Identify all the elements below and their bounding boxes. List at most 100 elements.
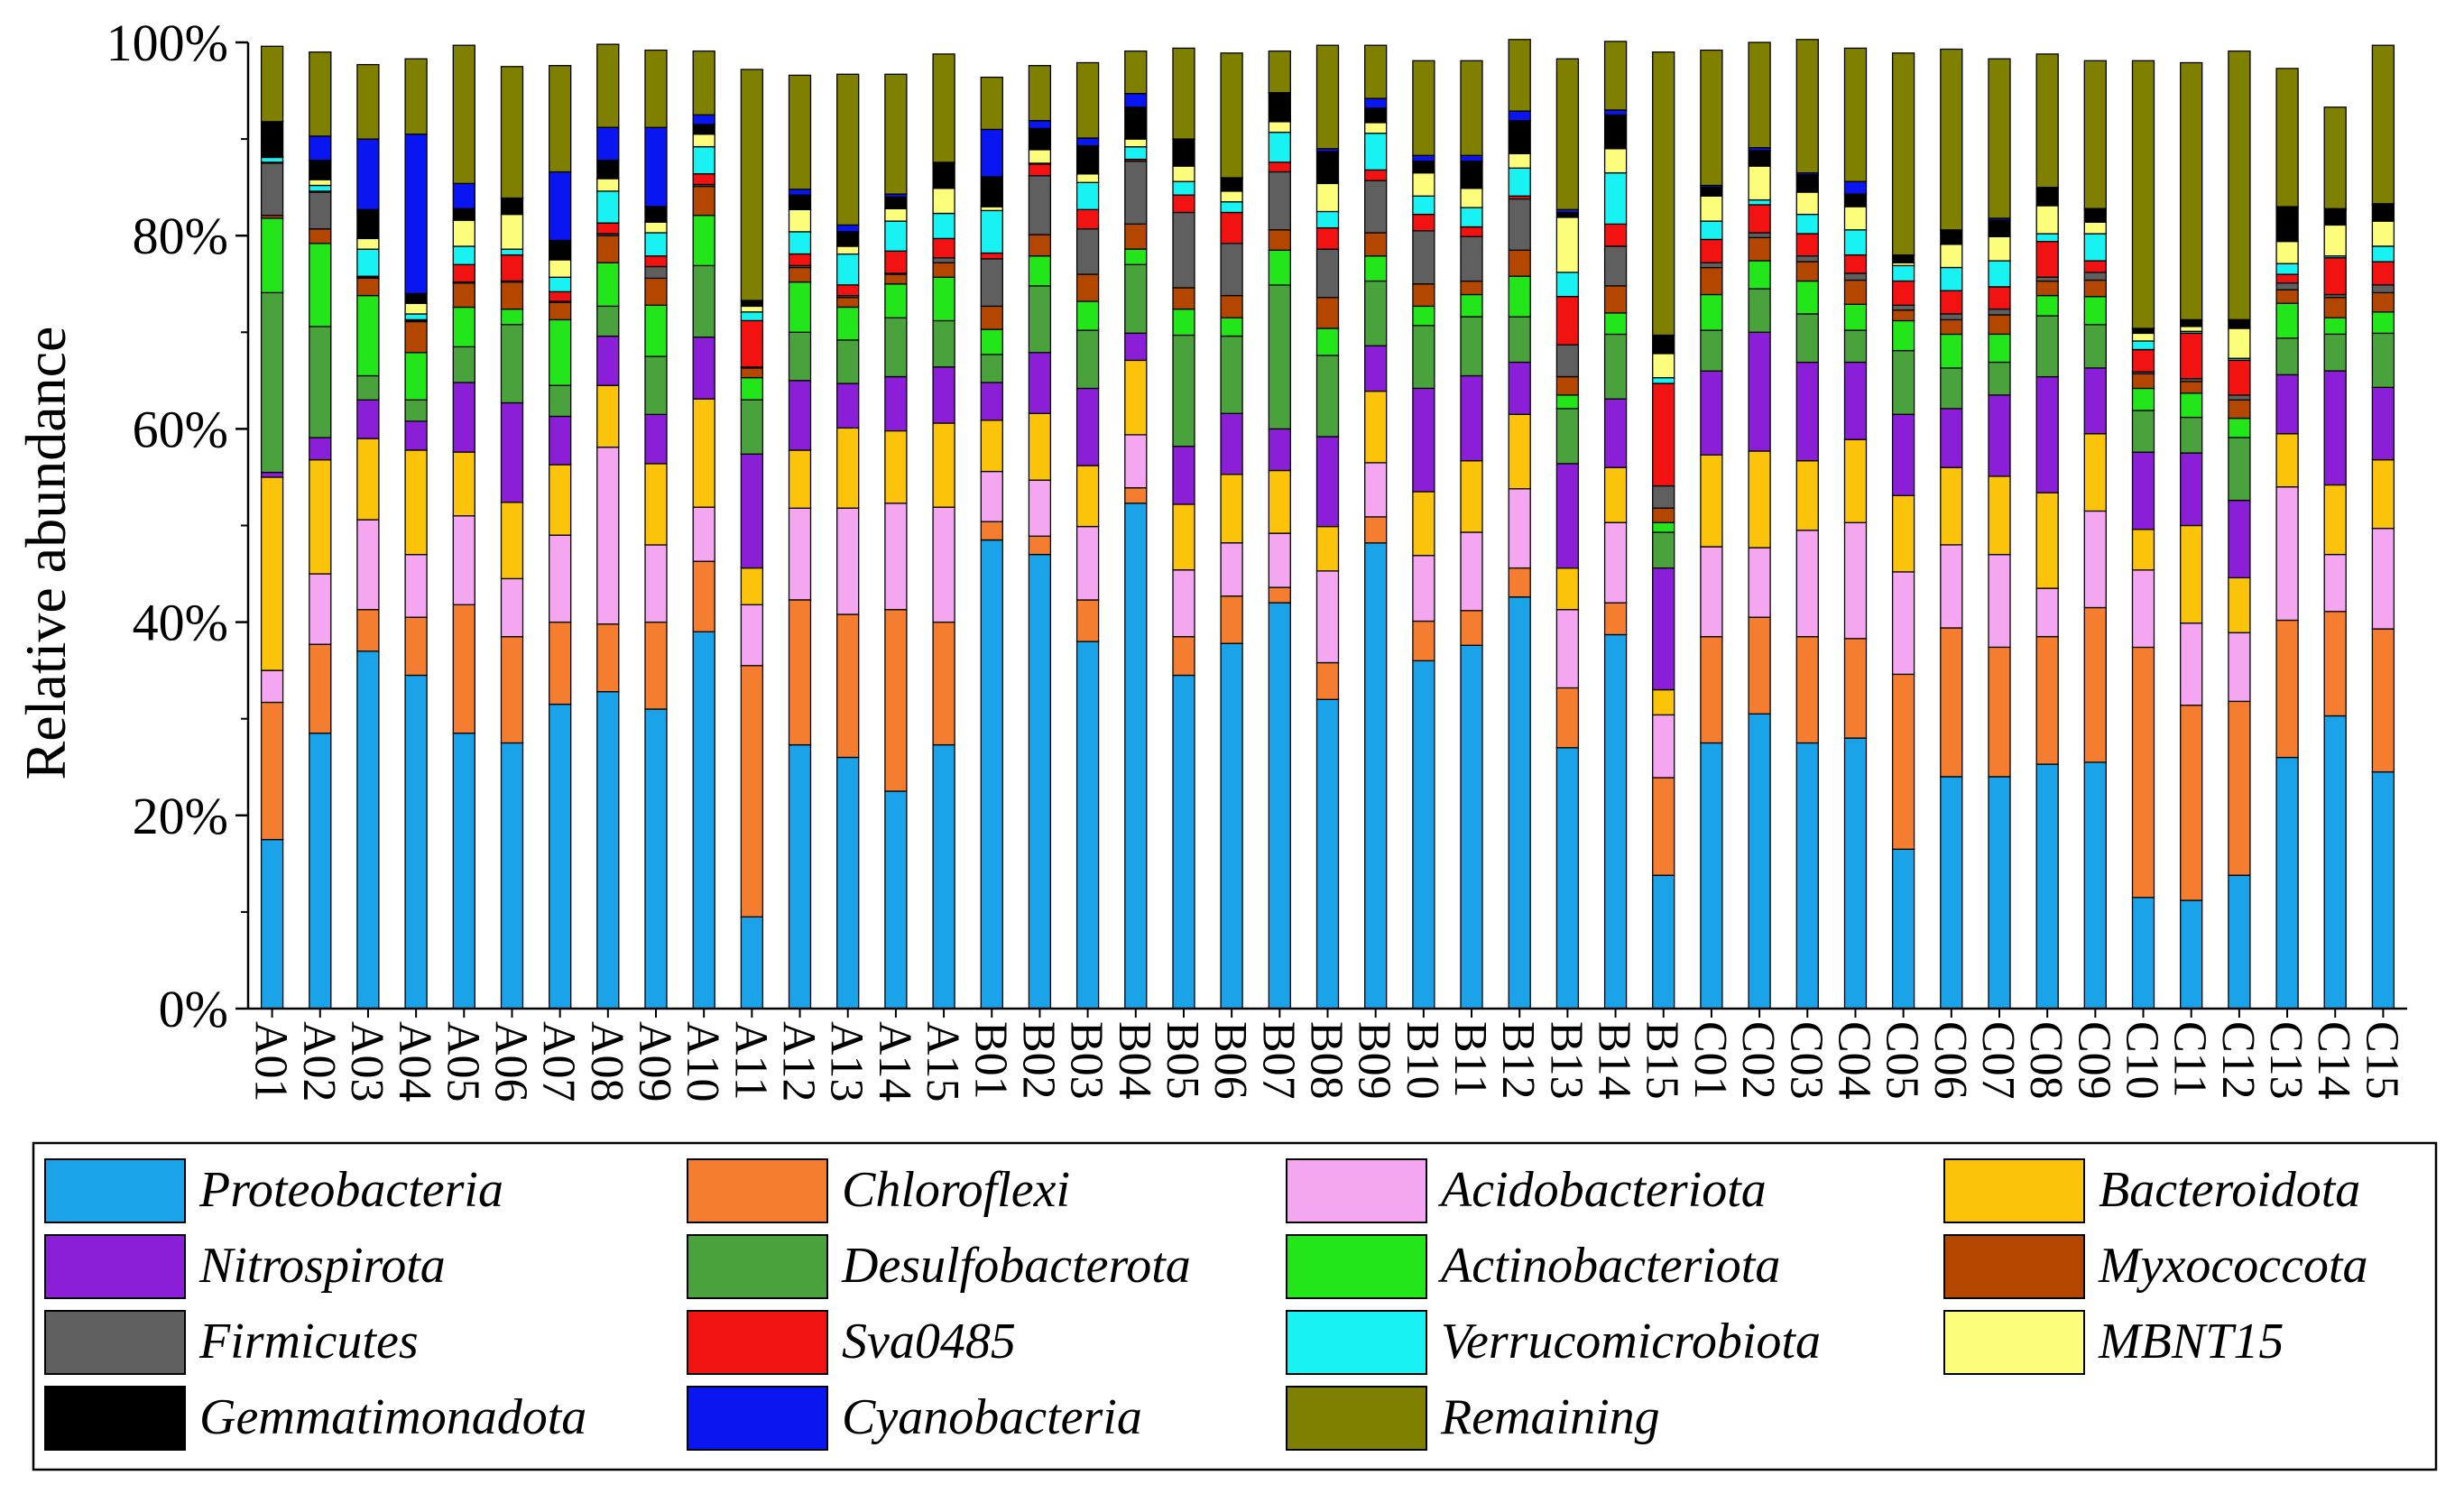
bar-segment-B14-actinobacteriota — [1603, 312, 1628, 336]
bar-segment-A12-mbnt15 — [788, 208, 812, 233]
bar-segment-A03-remaining — [356, 63, 380, 140]
bar-segment-A13-sva0485 — [836, 284, 860, 297]
bar-group-C11 — [2180, 61, 2203, 1010]
bar-segment-A06-chloroflexi — [500, 636, 524, 744]
y-tick-label: 80% — [133, 207, 228, 265]
bar-segment-C13-myxococcota — [2275, 289, 2299, 304]
bar-segment-B03-verrucomicrobiota — [1075, 181, 1100, 210]
bar-segment-B02-chloroflexi — [1028, 535, 1052, 556]
bar-segment-A09-gemmatimonadota — [644, 206, 668, 223]
bar-segment-C14-acidobacteriota — [2323, 553, 2347, 613]
bar-segment-A06-mbnt15 — [500, 213, 524, 250]
bar-segment-A14-myxococcota — [884, 273, 908, 285]
bar-segment-C09-gemmatimonadota — [2083, 208, 2107, 223]
bar-segment-B13-mbnt15 — [1555, 217, 1580, 273]
bar-segment-C11-chloroflexi — [2180, 705, 2203, 901]
bar-segment-A02-actinobacteriota — [309, 243, 332, 327]
bar-segment-A03-proteobacteria — [356, 650, 380, 1010]
bar-segment-C01-actinobacteriota — [1700, 293, 1723, 331]
bar-segment-A09-myxococcota — [644, 277, 668, 306]
bar-segment-C09-myxococcota — [2083, 279, 2107, 298]
bar-segment-A06-bacteroidota — [500, 502, 524, 580]
bar-segment-C04-proteobacteria — [1843, 737, 1868, 1010]
bar-segment-C03-sva0485 — [1795, 233, 1819, 257]
bar-segment-B09-bacteroidota — [1364, 390, 1388, 464]
bar-segment-A15-chloroflexi — [932, 621, 955, 746]
bar-group-A07 — [549, 65, 572, 1010]
bar-segment-C11-actinobacteriota — [2180, 392, 2203, 419]
bar-segment-C05-firmicutes — [1891, 304, 1915, 311]
x-tick-label: A10 — [677, 1021, 728, 1102]
bar-segment-A09-actinobacteriota — [644, 304, 668, 357]
bar-segment-A08-bacteroidota — [596, 384, 620, 448]
bar-segment-A05-gemmatimonadota — [452, 207, 475, 221]
bar-segment-B05-remaining — [1172, 47, 1195, 140]
bar-segment-A03-mbnt15 — [356, 237, 380, 250]
x-tick-label: C08 — [2020, 1021, 2072, 1100]
bar-segment-B14-nitrospirota — [1603, 398, 1628, 468]
bar-segment-B07-sva0485 — [1268, 161, 1291, 173]
bar-segment-A02-mbnt15 — [309, 179, 332, 187]
legend-label: Actinobacteriota — [1437, 1238, 1780, 1294]
bar-segment-A09-mbnt15 — [644, 221, 668, 234]
bar-segment-C07-proteobacteria — [1988, 776, 2011, 1010]
bar-segment-A03-myxococcota — [356, 277, 380, 297]
x-tick-label: B05 — [1157, 1021, 1208, 1100]
bar-segment-A08-myxococcota — [596, 235, 620, 263]
bar-segment-B12-actinobacteriota — [1508, 275, 1531, 318]
bar-segment-C06-myxococcota — [1940, 318, 1963, 336]
bar-segment-B07-firmicutes — [1268, 171, 1291, 231]
bar-segment-C06-mbnt15 — [1940, 244, 1963, 269]
bar-segment-B12-remaining — [1508, 39, 1531, 112]
bar-segment-A10-nitrospirota — [692, 337, 715, 400]
bar-segment-C04-remaining — [1843, 47, 1868, 182]
bar-segment-C13-desulfobacterota — [2275, 337, 2299, 376]
bar-segment-B11-chloroflexi — [1460, 610, 1483, 646]
bar-segment-C02-verrucomicrobiota — [1748, 198, 1771, 206]
bar-segment-C12-firmicutes — [2228, 394, 2251, 401]
bar-segment-B09-firmicutes — [1364, 180, 1388, 234]
bar-segment-B04-mbnt15 — [1124, 138, 1148, 148]
bar-segment-A02-bacteroidota — [309, 459, 332, 575]
bar-segment-C01-mbnt15 — [1700, 195, 1723, 222]
bar-segment-C15-nitrospirota — [2371, 386, 2395, 461]
bar-group-B09 — [1364, 44, 1388, 1010]
bar-segment-B15-gemmatimonadota — [1652, 335, 1675, 355]
bar-segment-B08-sva0485 — [1315, 226, 1340, 250]
bar-segment-A07-mbnt15 — [549, 259, 572, 278]
bar-segment-B09-nitrospirota — [1364, 345, 1388, 392]
legend-swatch — [1943, 1310, 2085, 1375]
bar-segment-A02-cyanobacteria — [309, 135, 332, 161]
bar-segment-C14-gemmatimonadota — [2323, 208, 2347, 226]
bar-segment-A03-cyanobacteria — [356, 138, 380, 210]
bar-group-A05 — [452, 44, 475, 1010]
bar-segment-C02-bacteroidota — [1748, 450, 1771, 549]
bar-segment-C07-firmicutes — [1988, 308, 2011, 316]
bar-segment-B01-sva0485 — [980, 252, 1003, 260]
bar-segment-B12-nitrospirota — [1508, 361, 1531, 415]
bar-segment-B09-myxococcota — [1364, 232, 1388, 257]
bar-segment-C15-chloroflexi — [2371, 628, 2395, 773]
bar-segment-A06-actinobacteriota — [500, 308, 524, 326]
bar-segment-C09-bacteroidota — [2083, 433, 2107, 512]
bar-group-A01 — [260, 45, 284, 1010]
bar-segment-A03-actinobacteriota — [356, 294, 380, 377]
x-tick-label: A11 — [724, 1021, 776, 1101]
bar-segment-A10-proteobacteria — [692, 631, 715, 1010]
bar-segment-C13-bacteroidota — [2275, 433, 2299, 488]
bar-segment-C03-remaining — [1795, 39, 1819, 174]
bar-segment-A11-proteobacteria — [740, 916, 764, 1010]
bar-segment-C10-actinobacteriota — [2131, 387, 2155, 411]
bar-segment-C10-mbnt15 — [2131, 332, 2155, 342]
bar-segment-B03-chloroflexi — [1075, 599, 1100, 642]
x-tick-label: A07 — [533, 1021, 585, 1102]
bar-segment-A02-chloroflexi — [309, 643, 332, 734]
bar-segment-B06-remaining — [1220, 52, 1243, 179]
bar-segment-A07-gemmatimonadota — [549, 239, 572, 261]
bar-segment-B02-gemmatimonadota — [1028, 127, 1052, 151]
x-tick-label: B02 — [1012, 1021, 1064, 1100]
bar-segment-B13-myxococcota — [1555, 375, 1580, 396]
bar-segment-A03-verrucomicrobiota — [356, 248, 380, 277]
bar-segment-B05-sva0485 — [1172, 194, 1195, 214]
bar-segment-A14-actinobacteriota — [884, 283, 908, 318]
